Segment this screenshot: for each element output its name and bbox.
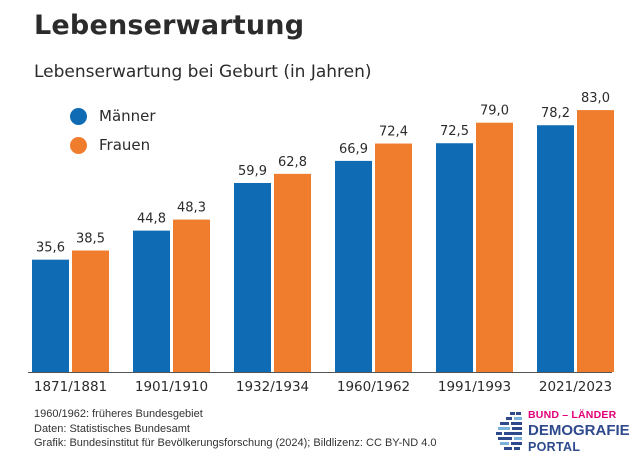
bar-mnner-3 (335, 160, 372, 372)
category-label-3: 1960/1962 (337, 379, 410, 395)
footnote-source: Daten: Statistisches Bundesamt (34, 422, 190, 435)
chart-subtitle: Lebenserwartung bei Geburt (in Jahren) (34, 62, 372, 82)
value-label-frauen-0: 38,5 (76, 232, 105, 247)
legend-swatch-frauen (70, 136, 87, 154)
legend-label-frauen: Frauen (99, 136, 151, 154)
bar-mnner-0 (32, 259, 69, 372)
bar-mnner-1 (133, 230, 170, 372)
value-label-frauen-5: 83,0 (581, 91, 610, 106)
value-label-frauen-2: 62,8 (278, 155, 307, 170)
footnote-credit: Grafik: Bundesinstitut für Bevölkerungsf… (34, 437, 437, 449)
bar-frauen-2 (274, 173, 311, 372)
chart-title: Lebenserwartung (34, 10, 305, 41)
category-label-2: 1932/1934 (236, 379, 309, 395)
bar-frauen-4 (476, 122, 513, 372)
category-label-5: 2021/2023 (539, 379, 612, 395)
logo-line-2: DEMOGRAFIE (528, 422, 630, 439)
bar-frauen-0 (72, 250, 109, 372)
footnotes: 1960/1962: früheres Bundesgebiet Daten: … (34, 407, 437, 451)
bar-mnner-4 (436, 143, 473, 372)
legend-item-frauen: Frauen (70, 133, 156, 157)
footnote-region: 1960/1962: früheres Bundesgebiet (34, 408, 203, 420)
bar-frauen-1 (173, 219, 210, 372)
value-label-mnner-5: 78,2 (541, 106, 570, 121)
bar-mnner-5 (537, 125, 574, 372)
legend-item-maenner: Männer (70, 104, 156, 128)
value-label-mnner-3: 66,9 (339, 142, 368, 157)
value-label-mnner-2: 59,9 (238, 164, 267, 179)
value-label-mnner-1: 44,8 (137, 212, 166, 227)
bar-frauen-5 (577, 110, 614, 372)
logo-line-1: BUND – LÄNDER (528, 409, 617, 421)
legend-label-maenner: Männer (99, 107, 156, 125)
demografie-portal-logo: BUND – LÄNDER DEMOGRAFIE PORTAL (496, 409, 630, 457)
value-label-frauen-1: 48,3 (177, 201, 206, 216)
logo-line-3: PORTAL (528, 440, 581, 454)
legend: Männer Frauen (70, 104, 156, 162)
bar-frauen-3 (375, 143, 412, 372)
legend-swatch-maenner (70, 107, 87, 125)
value-label-mnner-0: 35,6 (36, 241, 65, 256)
category-label-4: 1991/1993 (438, 379, 511, 395)
logo-mark-icon (496, 412, 522, 450)
bar-mnner-2 (234, 182, 271, 372)
value-label-mnner-4: 72,5 (440, 124, 469, 139)
category-label-1: 1901/1910 (135, 379, 208, 395)
value-label-frauen-3: 72,4 (379, 125, 408, 140)
value-label-frauen-4: 79,0 (480, 104, 509, 119)
category-label-0: 1871/1881 (34, 379, 107, 395)
